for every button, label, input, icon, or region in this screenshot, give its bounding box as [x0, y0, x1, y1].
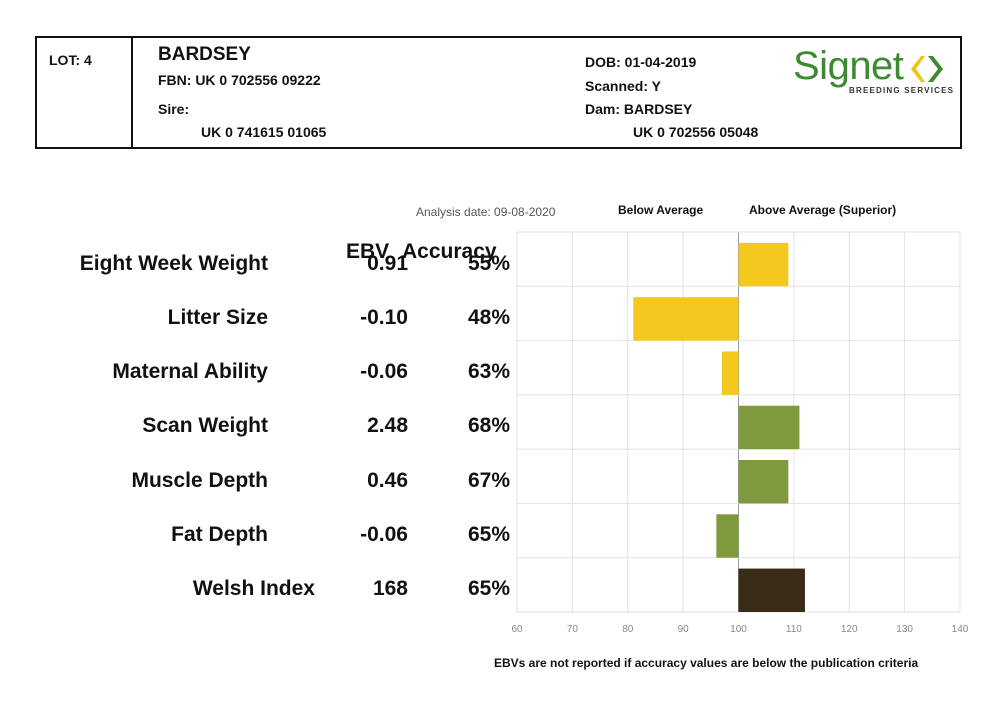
below-average-label: Below Average — [618, 203, 704, 217]
bar-welsh-index — [738, 568, 805, 612]
accuracy-value: 67% — [467, 468, 510, 492]
ebv-value: -0.06 — [360, 360, 408, 384]
x-tick-label: 110 — [786, 624, 802, 635]
ebv-value: -0.06 — [360, 523, 408, 546]
x-tick-label: 90 — [678, 624, 690, 635]
bar-maternal-ability — [721, 351, 739, 395]
accuracy-value: 55% — [467, 251, 510, 275]
logo-subtitle: BREEDING SERVICES — [849, 86, 955, 95]
accuracy-value: 63% — [467, 360, 510, 384]
dam-id: UK 0 702556 05048 — [633, 124, 759, 140]
dam: Dam: BARDSEY — [585, 101, 693, 117]
x-tick-label: 80 — [622, 624, 634, 635]
x-tick-label: 60 — [511, 624, 523, 635]
animal-header: LOT: 4 BARDSEY FBN: UK 0 702556 09222 Si… — [35, 36, 962, 149]
ebv-value: 2.48 — [367, 414, 408, 438]
sire-label: Sire: — [158, 101, 190, 117]
accuracy-value: 68% — [467, 414, 510, 438]
ebv-value: 0.46 — [367, 468, 408, 492]
ebv-bar-chart: 60 70 80 90 100 110 120 130 140 — [511, 231, 969, 635]
ebv-value: 0.91 — [367, 251, 408, 275]
ebv-header: EBV — [346, 240, 390, 263]
dob: DOB: 01-04-2019 — [585, 54, 697, 70]
ebv-value: 168 — [372, 577, 408, 601]
x-tick-label: 140 — [952, 624, 969, 635]
scanned: Scanned: Y — [585, 78, 661, 94]
bar-litter-size — [633, 297, 739, 341]
above-average-label: Above Average (Superior) — [749, 203, 897, 217]
signet-logo: Signet BREEDING SERVICES — [793, 44, 953, 100]
bar-scan-weight — [738, 405, 800, 450]
logo-wordmark: Signet — [793, 44, 904, 88]
animal-name: BARDSEY — [158, 44, 251, 65]
accuracy-value: 65% — [467, 577, 510, 601]
x-tick-label: 70 — [567, 624, 579, 635]
accuracy-header: Accuracy — [402, 240, 497, 263]
trait-label: Litter Size — [167, 305, 268, 329]
x-tick-label: 120 — [841, 624, 858, 635]
trait-label: Maternal Ability — [112, 360, 268, 384]
chevron-logo-icon — [911, 56, 943, 82]
trait-label: Scan Weight — [142, 414, 268, 438]
trait-label: Welsh Index — [192, 577, 315, 601]
trait-label: Eight Week Weight — [79, 251, 268, 275]
trait-label: Fat Depth — [171, 523, 268, 546]
bar-fat-depth — [716, 514, 739, 558]
lot-number: LOT: 4 — [37, 38, 133, 147]
ebv-value: -0.10 — [360, 305, 408, 329]
sire-id: UK 0 741615 01065 — [201, 124, 327, 140]
x-tick-label: 130 — [896, 624, 913, 635]
footer-note: EBVs are not reported if accuracy values… — [494, 656, 919, 670]
fbn: FBN: UK 0 702556 09222 — [158, 72, 321, 88]
accuracy-value: 48% — [467, 305, 510, 329]
trait-label: Muscle Depth — [131, 468, 268, 492]
bar-muscle-depth — [738, 460, 789, 504]
analysis-date: Analysis date: 09-08-2020 — [416, 205, 556, 219]
accuracy-value: 65% — [467, 523, 510, 546]
x-tick-label: 100 — [730, 624, 747, 635]
bar-eight-week-weight — [738, 242, 789, 287]
